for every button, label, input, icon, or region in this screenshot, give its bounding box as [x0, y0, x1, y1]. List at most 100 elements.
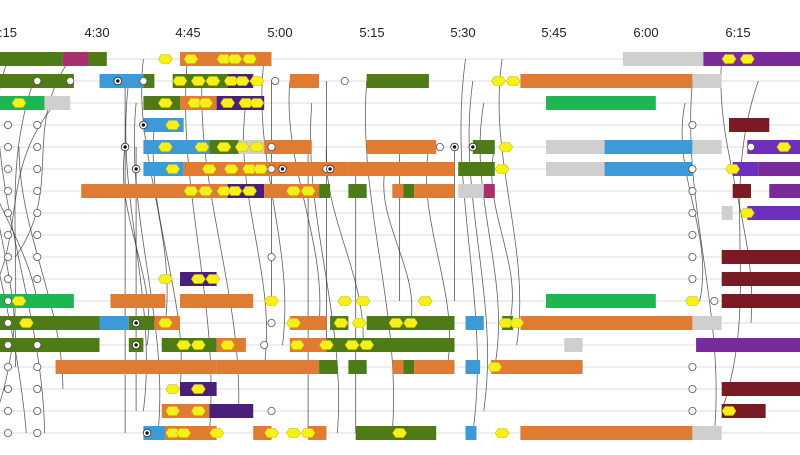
open-node	[33, 340, 42, 349]
yellow-node	[264, 428, 279, 438]
schedule-bar	[732, 162, 759, 176]
schedule-bar	[143, 74, 155, 88]
yellow-node	[249, 142, 265, 152]
dot-node-center	[452, 145, 457, 149]
open-node	[688, 384, 697, 393]
schedule-bar	[546, 294, 656, 308]
open-node	[688, 362, 697, 371]
yellow-node	[198, 98, 214, 108]
connector-curve	[243, 102, 267, 368]
open-node	[33, 384, 42, 393]
yellow-node	[494, 428, 510, 438]
yellow-node	[491, 76, 506, 86]
open-node	[4, 142, 12, 151]
open-node	[33, 208, 42, 217]
yellow-node	[158, 142, 173, 152]
schedule-bar	[458, 184, 484, 198]
yellow-node	[176, 428, 192, 438]
yellow-node	[392, 428, 407, 438]
yellow-node	[286, 428, 301, 438]
schedule-bar	[747, 206, 800, 220]
yellow-node	[190, 406, 206, 416]
yellow-node	[249, 76, 265, 86]
yellow-node	[337, 296, 353, 306]
schedule-bar	[264, 140, 312, 154]
time-label: 6:15	[725, 25, 751, 40]
schedule-bar	[458, 162, 495, 176]
connector-curve	[681, 102, 704, 302]
time-label: 6:00	[633, 25, 659, 40]
schedule-bar	[769, 184, 800, 198]
yellow-node	[505, 76, 521, 86]
yellow-node	[158, 54, 173, 64]
dot-node-center	[134, 321, 138, 325]
schedule-bar	[604, 162, 693, 176]
schedule-bar	[99, 316, 129, 330]
yellow-node	[227, 54, 243, 64]
schedule-bar	[55, 360, 217, 374]
schedule-bar	[289, 74, 320, 88]
yellow-node	[509, 318, 525, 328]
schedule-bar	[465, 426, 477, 440]
schedule-bar	[366, 140, 437, 154]
schedule-bar	[348, 184, 367, 198]
yellow-node	[333, 318, 349, 328]
open-node	[33, 274, 42, 283]
yellow-node	[220, 98, 235, 108]
schedule-bar	[326, 338, 349, 352]
yellow-node	[183, 186, 199, 196]
schedule-bar	[348, 162, 455, 176]
open-node	[33, 164, 42, 173]
yellow-node	[158, 98, 173, 108]
schedule-bar	[319, 184, 331, 198]
schedule-bar	[564, 338, 583, 352]
open-node	[4, 384, 12, 393]
connector-curve	[460, 58, 478, 434]
yellow-node	[205, 274, 221, 284]
yellow-node	[359, 340, 375, 350]
open-node	[4, 362, 12, 371]
time-label: 4:45	[175, 25, 201, 40]
open-node	[688, 274, 697, 283]
yellow-node	[417, 296, 433, 306]
yellow-node	[190, 384, 206, 394]
connector-curve	[383, 168, 413, 324]
open-node	[267, 164, 276, 173]
yellow-node	[289, 340, 305, 350]
open-node	[33, 362, 42, 371]
schedule-bar	[366, 74, 429, 88]
open-node	[33, 428, 42, 437]
schedule-bar	[546, 96, 656, 110]
schedule-bar	[472, 140, 495, 154]
schedule-bar	[0, 52, 63, 66]
open-node	[33, 77, 42, 86]
schedule-bar	[180, 294, 254, 308]
connector-curve	[310, 102, 340, 434]
open-node	[4, 428, 12, 437]
yellow-node	[11, 296, 27, 306]
open-node	[4, 164, 12, 173]
schedule-bar	[403, 360, 415, 374]
yellow-node	[286, 318, 301, 328]
schedule-bar	[696, 338, 800, 352]
time-label: 5:45	[541, 25, 567, 40]
open-node	[4, 296, 12, 305]
open-node	[4, 230, 12, 239]
yellow-node	[739, 54, 755, 64]
open-node	[746, 142, 755, 151]
open-node	[33, 230, 42, 239]
schedule-bar	[491, 360, 583, 374]
open-node	[4, 318, 12, 327]
open-node	[267, 406, 276, 415]
yellow-node	[165, 406, 181, 416]
connector-curve	[468, 80, 488, 412]
dot-node-center	[280, 167, 285, 171]
yellow-node	[18, 318, 34, 328]
yellow-node	[355, 296, 371, 306]
open-node	[4, 121, 12, 130]
schedule-bar	[622, 52, 704, 66]
schedule-bar	[604, 140, 693, 154]
open-node	[4, 406, 12, 415]
connector-curve	[18, 146, 64, 390]
schedule-bar	[216, 360, 320, 374]
